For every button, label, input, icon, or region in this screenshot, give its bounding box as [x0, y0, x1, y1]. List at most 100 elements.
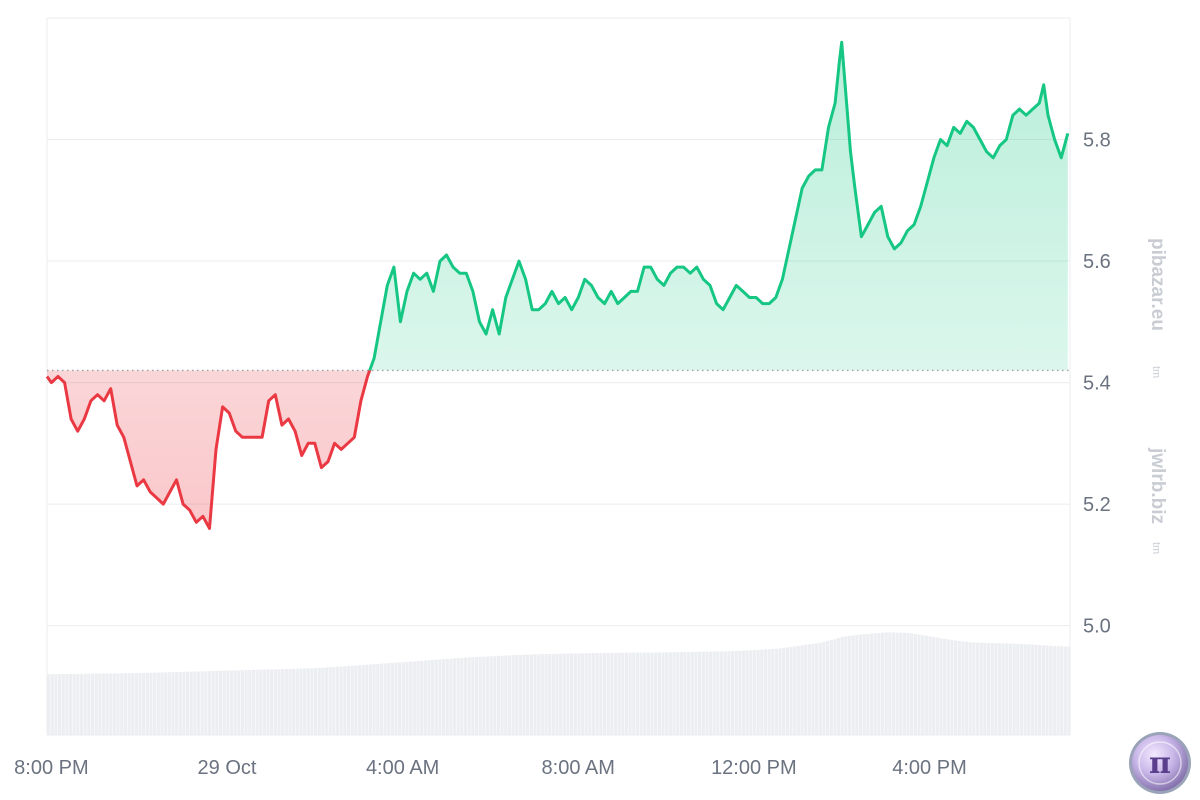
volume-bar	[836, 637, 841, 735]
volume-bar	[533, 654, 537, 735]
volume-bar	[156, 672, 160, 735]
volume-bar	[200, 671, 204, 735]
price-area-down	[47, 370, 370, 529]
volume-bar	[829, 639, 833, 735]
volume-bar	[376, 663, 380, 735]
volume-bar	[771, 648, 775, 735]
volume-bar	[175, 672, 179, 735]
volume-bar	[522, 654, 526, 735]
volume-bar	[1063, 646, 1067, 735]
volume-bar	[94, 673, 98, 735]
volume-bar	[474, 656, 479, 735]
volume-bar	[921, 635, 925, 735]
volume-bar	[281, 669, 285, 735]
volume-bar	[456, 658, 460, 735]
volume-bar	[555, 653, 559, 735]
volume-bar	[950, 640, 954, 735]
y-tick-label: 5.6	[1083, 251, 1111, 273]
volume-bar	[910, 633, 914, 735]
volume-bar	[270, 669, 274, 735]
watermark-secondary-tm: tm	[1150, 542, 1162, 554]
x-tick-label: 29 Oct	[198, 757, 257, 779]
volume-bar	[387, 663, 391, 735]
volume-bar	[650, 652, 654, 735]
volume-bar	[888, 632, 892, 735]
volume-bar	[489, 656, 493, 735]
volume-bar	[61, 674, 65, 735]
volume-bar	[365, 664, 369, 735]
volume-bar	[171, 672, 175, 735]
volume-bar	[730, 651, 735, 735]
volume-bar	[580, 653, 585, 735]
volume-bar	[47, 674, 51, 735]
volume-bar	[445, 658, 449, 735]
volume-bar	[50, 674, 54, 735]
volume-bar	[379, 663, 384, 735]
volume-bar	[142, 672, 146, 735]
volume-bar	[357, 665, 362, 735]
volume-bar	[756, 649, 760, 735]
volume-bar	[690, 651, 694, 735]
volume-bar	[694, 651, 698, 735]
volume-bar	[112, 673, 117, 735]
volume-bar	[588, 653, 592, 735]
volume-bar	[566, 653, 570, 735]
volume-bar	[935, 637, 939, 735]
volume-bar	[661, 652, 665, 735]
watermark-primary: pibazar.eu tm	[1147, 238, 1168, 378]
volume-bar	[303, 668, 307, 735]
volume-bar	[1067, 646, 1071, 735]
volume-bar	[569, 653, 574, 735]
volume-bar	[672, 652, 676, 735]
volume-bar	[767, 649, 771, 735]
volume-bar	[621, 652, 625, 735]
volume-bar	[350, 665, 354, 735]
volume-bar	[1027, 644, 1031, 735]
y-tick-label: 5.8	[1083, 130, 1111, 152]
volume-bar	[116, 673, 120, 735]
volume-bar	[873, 633, 877, 735]
volume-bar	[76, 673, 80, 735]
volume-bar	[665, 652, 669, 735]
volume-bar	[818, 642, 822, 735]
volume-bar	[467, 657, 471, 735]
volume-bar	[1030, 644, 1035, 735]
volume-bar	[964, 641, 969, 735]
volume-bar	[164, 672, 168, 735]
volume-bar	[902, 632, 907, 735]
volume-bar	[390, 662, 394, 735]
volume-bar	[244, 670, 248, 735]
volume-bar	[880, 632, 885, 735]
volume-bar	[826, 640, 830, 735]
volume-bar	[540, 654, 544, 735]
volume-bar	[544, 654, 548, 735]
volume-bar	[1060, 646, 1064, 735]
volume-bar	[537, 654, 541, 735]
volume-bar	[65, 673, 69, 735]
volume-bar	[204, 671, 208, 735]
volume-bar	[928, 636, 932, 735]
volume-bar	[610, 652, 614, 735]
volume-bar	[1005, 643, 1009, 735]
volume-bar	[105, 673, 109, 735]
volume-bar	[98, 673, 102, 735]
volume-bar	[339, 666, 343, 735]
volume-bar	[240, 670, 245, 735]
volume-bar	[716, 651, 720, 735]
volume-bar	[511, 655, 515, 735]
volume-bar	[551, 653, 555, 735]
volume-bar	[87, 673, 91, 735]
volume-bar	[741, 650, 746, 735]
volume-bar	[562, 653, 566, 735]
volume-bar	[749, 650, 753, 735]
volume-bar	[500, 655, 504, 735]
volume-bar	[1038, 645, 1042, 735]
volume-bar	[646, 652, 651, 735]
volume-bar	[847, 635, 852, 735]
volume-bar	[109, 673, 113, 735]
volume-bar	[789, 646, 793, 735]
volume-bar	[482, 656, 486, 735]
volume-bar	[372, 664, 376, 735]
volume-bar	[313, 668, 318, 735]
volume-bar	[434, 659, 438, 735]
